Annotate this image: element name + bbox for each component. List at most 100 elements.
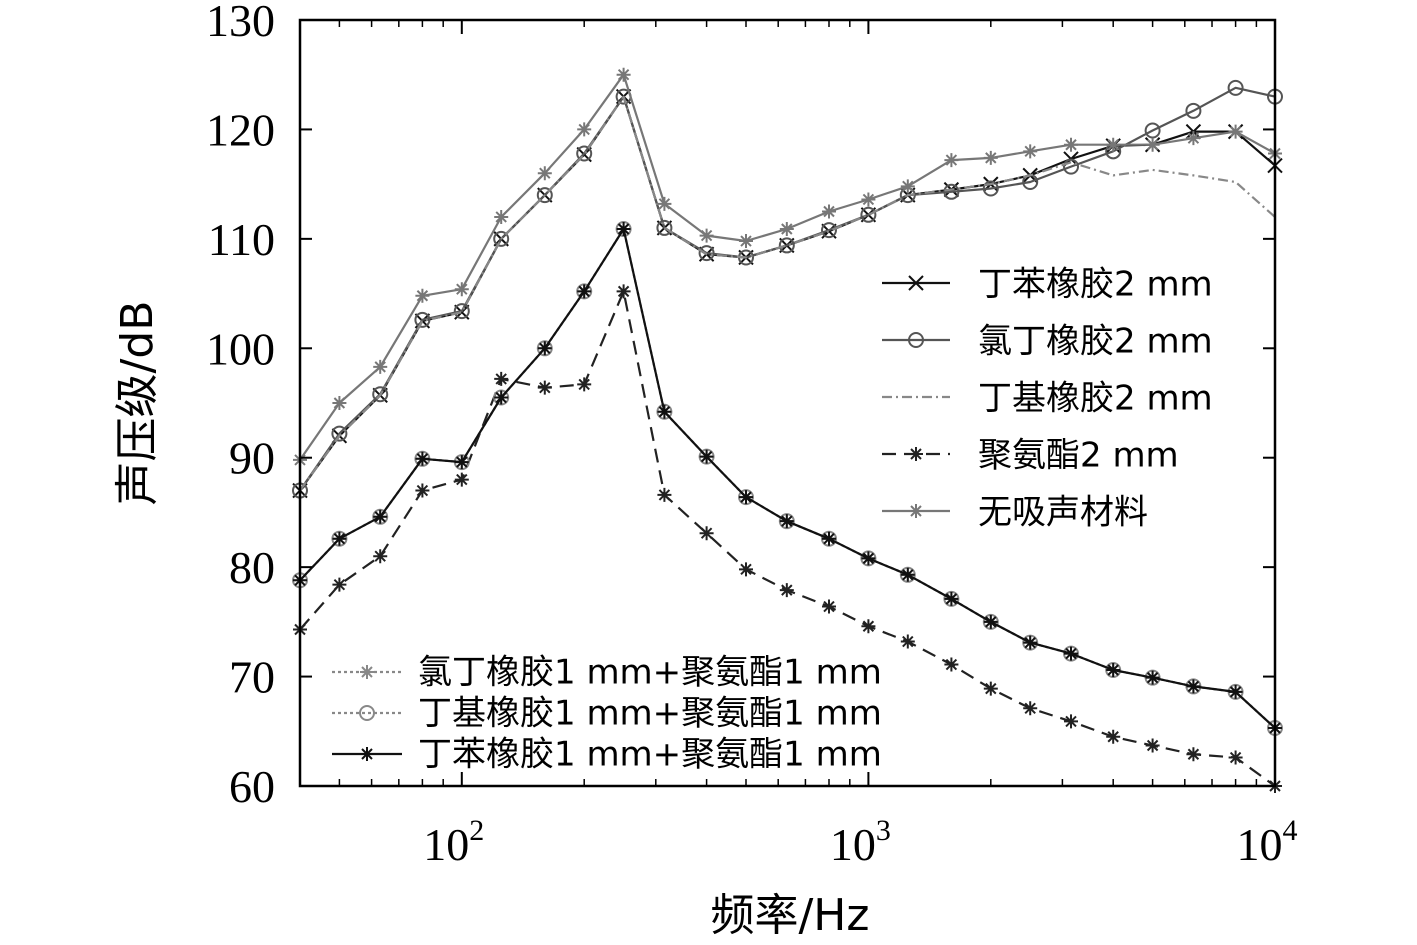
y-tick-label: 90 — [229, 433, 275, 484]
data-point — [454, 455, 469, 470]
data-point — [779, 583, 794, 598]
data-point — [331, 425, 348, 442]
data-point — [699, 449, 714, 464]
data-point — [821, 204, 836, 219]
data-point — [1227, 79, 1244, 96]
legend-marker — [360, 747, 374, 761]
data-point — [944, 153, 959, 168]
data-point — [577, 284, 592, 299]
data-point — [372, 386, 389, 403]
data-point — [373, 549, 388, 564]
tick-layer: 60 70 80 90 100 110 120 130 102 103 104 — [206, 0, 1298, 870]
data-point — [656, 219, 673, 236]
legend-marker — [909, 504, 923, 518]
data-point — [1023, 701, 1038, 716]
data-point — [332, 531, 347, 546]
legend-label: 丁苯橡胶1 mm+聚氨酯1 mm — [418, 735, 882, 775]
legend-label: 丁基橡胶1 mm+聚氨酯1 mm — [418, 694, 882, 734]
data-point — [983, 150, 998, 165]
data-point — [1186, 679, 1201, 694]
legend-label: 氯丁橡胶2 mm — [978, 322, 1213, 362]
series-line-3 — [299, 95, 1276, 492]
y-tick-label: 80 — [229, 542, 275, 593]
data-point — [739, 562, 754, 577]
data-point — [778, 237, 795, 254]
data-point — [1228, 124, 1243, 139]
legend-entry: 丁基橡胶2 mm — [882, 379, 1213, 419]
data-point — [1064, 137, 1079, 152]
data-point — [1106, 137, 1121, 152]
data-point — [616, 284, 631, 299]
data-point — [332, 577, 347, 592]
data-point — [860, 206, 877, 223]
data-point — [983, 614, 998, 629]
data-point — [821, 531, 836, 546]
data-point — [415, 288, 430, 303]
y-tick-label: 100 — [206, 323, 275, 374]
data-point — [494, 209, 509, 224]
data-point — [739, 490, 754, 505]
data-point — [861, 551, 876, 566]
legend-marker — [908, 275, 924, 291]
plot-frame — [298, 18, 1277, 788]
y-tick-label: 120 — [206, 104, 275, 155]
data-point — [657, 196, 672, 211]
data-point — [454, 472, 469, 487]
data-point — [657, 487, 672, 502]
data-point — [454, 282, 469, 297]
data-point — [699, 228, 714, 243]
data-point — [861, 619, 876, 634]
data-point — [494, 371, 509, 386]
legend-entry: 丁苯橡胶1 mm+聚氨酯1 mm — [332, 735, 882, 775]
legend-entry: 无吸声材料 — [882, 493, 1148, 533]
y-tick-label: 130 — [206, 0, 275, 46]
data-point — [943, 183, 960, 200]
data-point — [982, 180, 999, 197]
data-point — [657, 404, 672, 419]
data-point — [577, 377, 592, 392]
data-point — [493, 230, 510, 247]
data-point — [1145, 738, 1160, 753]
data-point — [983, 681, 998, 696]
x-tick-label: 104 — [1237, 814, 1298, 870]
data-point — [1228, 750, 1243, 765]
legend-marker — [908, 332, 924, 348]
data-point — [537, 341, 552, 356]
legend-marker — [359, 705, 375, 721]
y-tick-label: 60 — [229, 761, 275, 812]
x-tick-label: 103 — [830, 814, 891, 870]
data-point — [1228, 684, 1243, 699]
legend-upper: 丁苯橡胶2 mm 氯丁橡胶2 mm 丁基橡胶2 mm 聚氨酯2 mm 无吸声材料 — [882, 265, 1213, 533]
data-point — [576, 145, 593, 162]
data-point — [861, 192, 876, 207]
legend-label: 聚氨酯2 mm — [978, 436, 1179, 476]
legend-marker — [909, 447, 923, 461]
data-point — [577, 122, 592, 137]
y-tick-label: 70 — [229, 652, 275, 703]
data-point — [1145, 137, 1160, 152]
data-point — [1064, 714, 1079, 729]
legend-entry: 氯丁橡胶1 mm+聚氨酯1 mm — [332, 653, 882, 693]
x-axis-label: 频率/Hz — [710, 890, 869, 941]
data-point — [616, 222, 631, 237]
data-point — [1186, 747, 1201, 762]
legend-entry: 丁苯橡胶2 mm — [882, 265, 1213, 305]
data-point — [414, 311, 431, 328]
data-point — [900, 179, 915, 194]
data-point — [1023, 144, 1038, 159]
data-point — [820, 222, 837, 239]
data-point — [821, 599, 836, 614]
data-point — [373, 509, 388, 524]
data-point — [779, 514, 794, 529]
data-point — [494, 390, 509, 405]
data-point — [1064, 646, 1079, 661]
data-point — [900, 634, 915, 649]
legend-label: 丁苯橡胶2 mm — [978, 265, 1213, 305]
data-point — [699, 526, 714, 541]
series-8 — [293, 222, 1282, 736]
series-5 — [293, 67, 1282, 467]
y-axis-label: 声压级/dB — [112, 301, 163, 506]
data-point — [1185, 102, 1202, 119]
